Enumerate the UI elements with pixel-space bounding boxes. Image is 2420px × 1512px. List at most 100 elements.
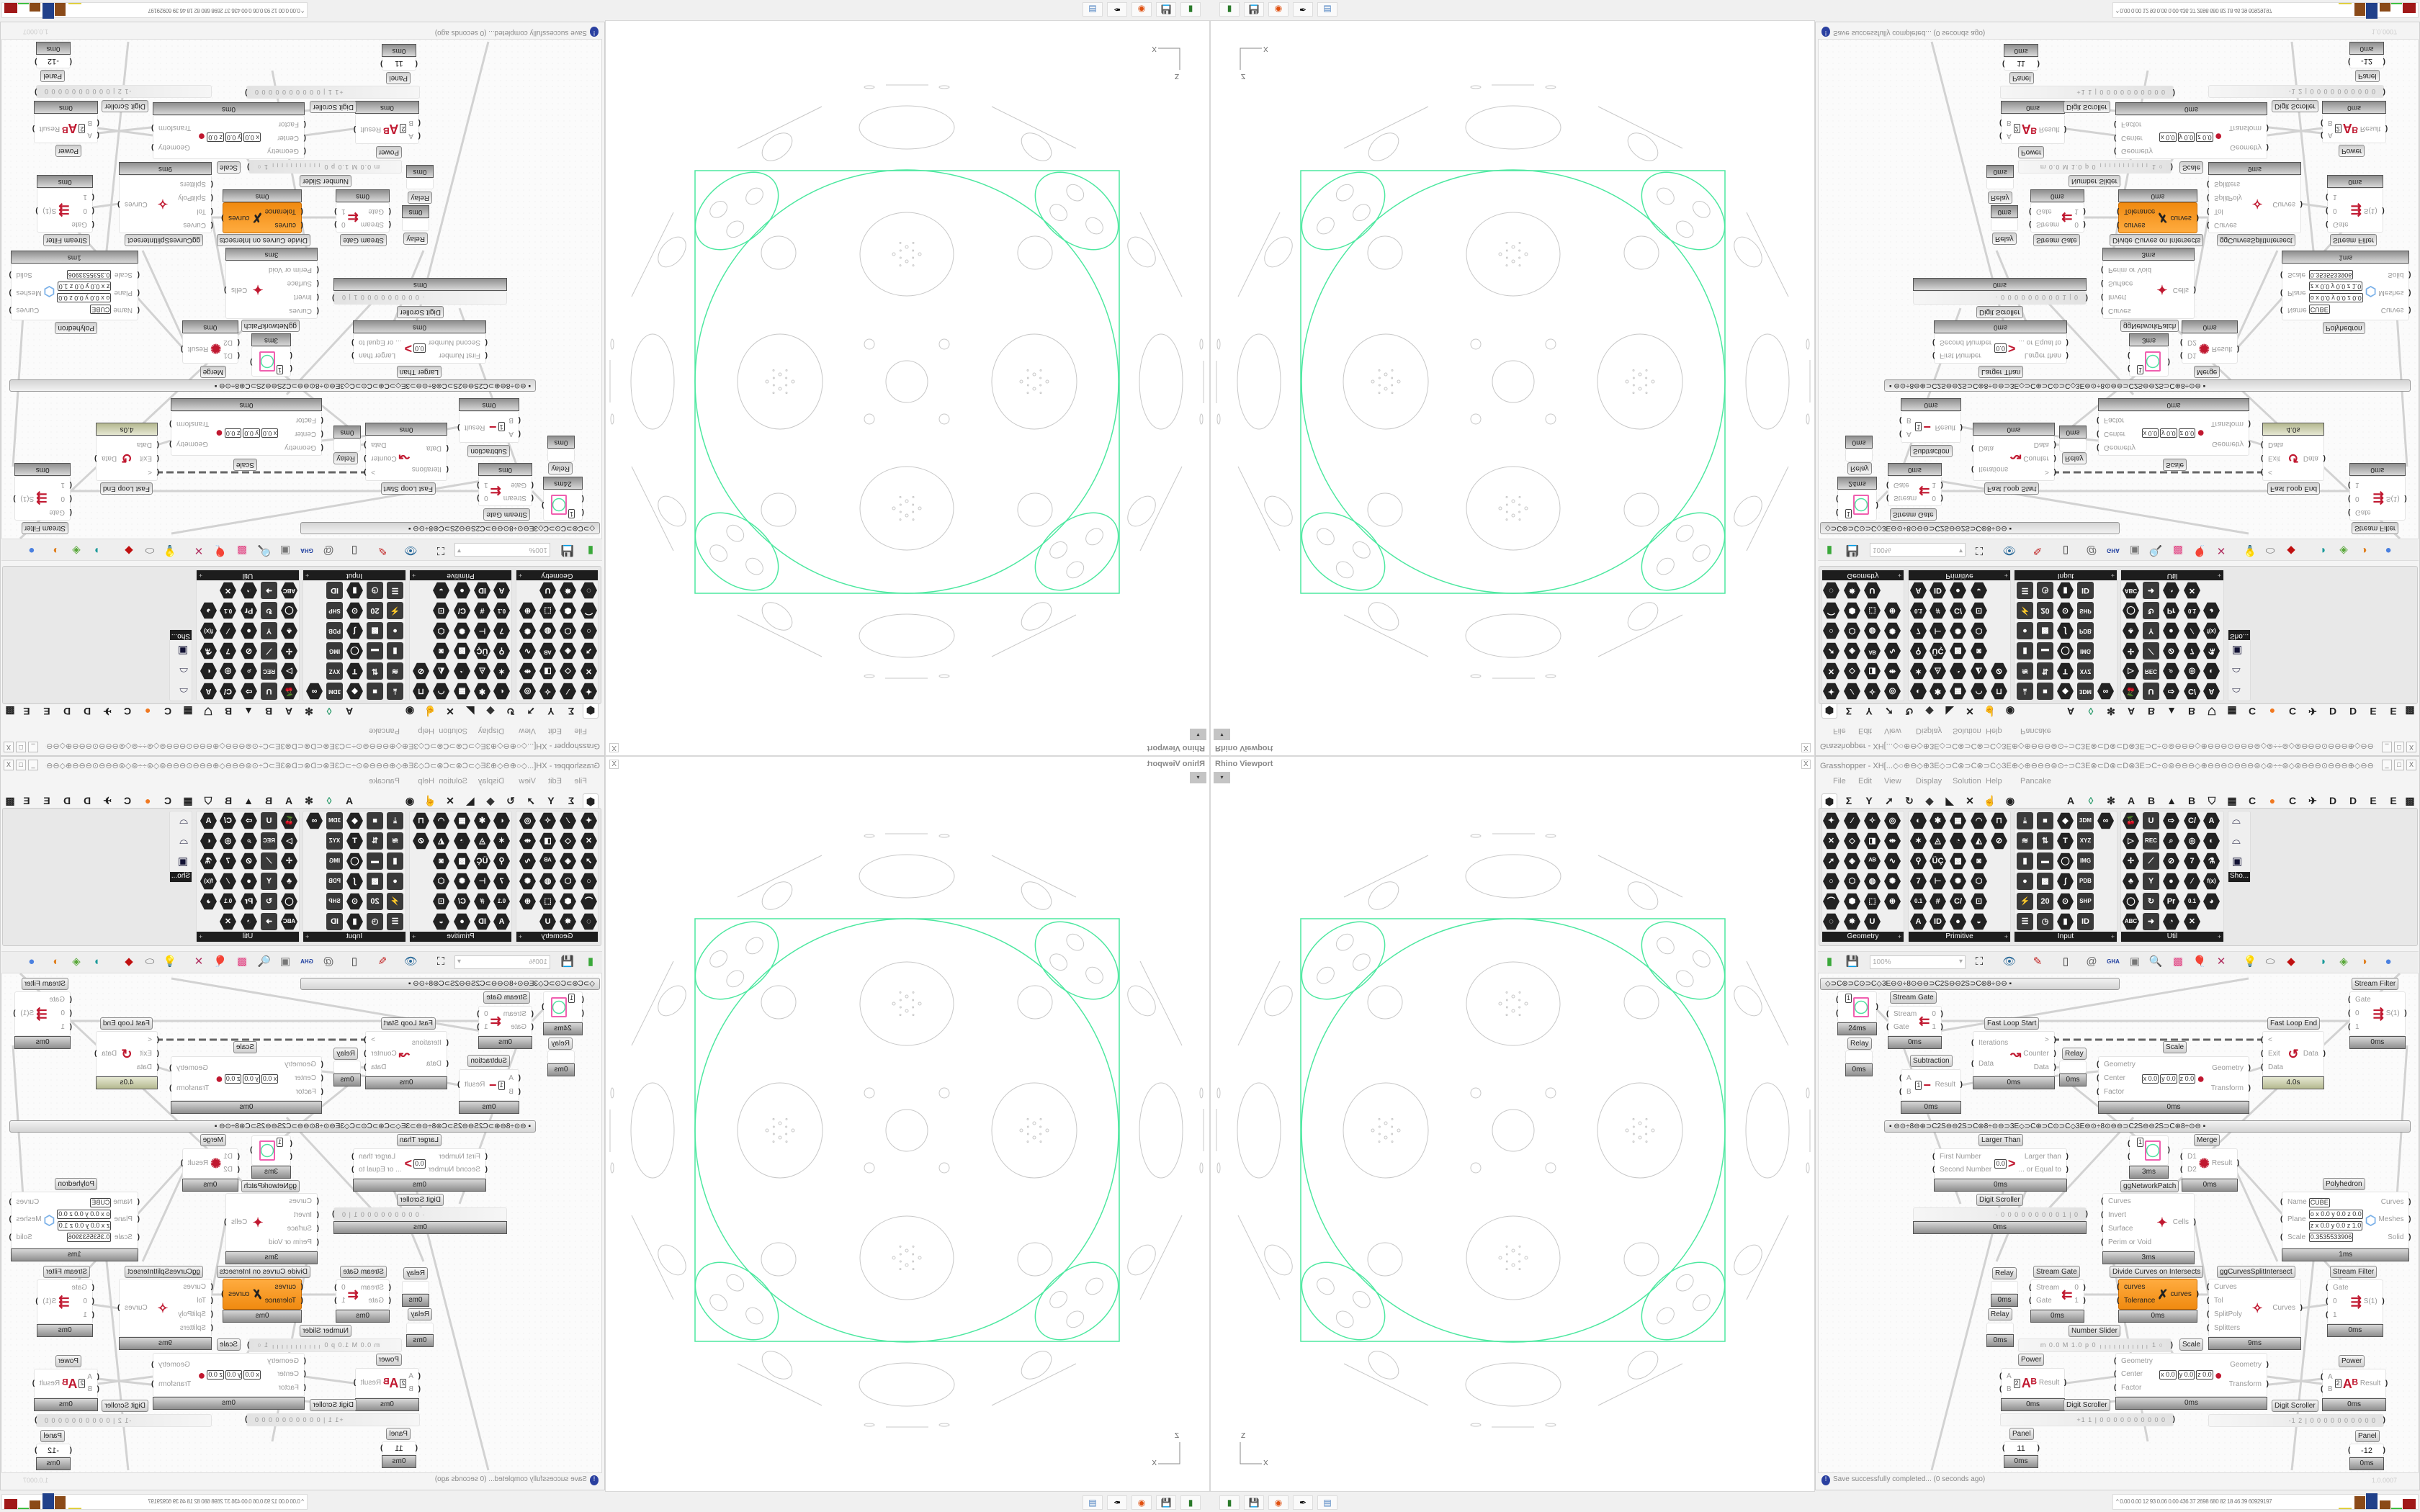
value-box[interactable]: CUBE <box>90 305 112 314</box>
rhino-viewport-panel[interactable]: Rhino Viewport X ▾ Z X <box>1210 756 1815 1492</box>
output-param[interactable]: 0 <box>1932 493 1936 502</box>
ggnetworkpatch-label[interactable]: ggNetworkPatch <box>241 1180 300 1192</box>
output-param[interactable]: Meshes <box>17 288 42 297</box>
sho-panel-label[interactable]: Sho... <box>170 872 192 882</box>
input-param[interactable]: Data <box>2261 1063 2283 1072</box>
util-component-icon[interactable]: ⊘ <box>2163 852 2179 870</box>
component-tab-icon[interactable]: ⛉ <box>2208 706 2216 717</box>
viewport-geometry[interactable] <box>604 757 1209 1493</box>
util-component-icon[interactable]: ⟋ <box>261 642 277 660</box>
component-tab-icon[interactable]: ✕ <box>1966 706 1974 717</box>
stream-filter-label[interactable]: Stream Filter <box>42 1266 90 1278</box>
component-tab-icon[interactable]: ▦ <box>2227 706 2237 717</box>
scroller-digits[interactable]: m 0.0 M 1.0 p 0 ╷╷╷╷╷╷╷╷╷╷╷ 1 ○ <box>2040 163 2164 171</box>
preview-component[interactable]: 1 <box>1836 991 1878 1022</box>
ggcurvessplitintersect-component[interactable]: CurvesTolSplitPolySplitters✧Curves <box>2207 1279 2303 1337</box>
util-component-icon[interactable]: ✢ <box>2123 852 2139 870</box>
geometry-component-icon[interactable]: ⌒ <box>1823 893 1839 910</box>
value-box[interactable]: 0.0 <box>1994 1158 2007 1169</box>
input-param[interactable]: curves <box>2124 220 2155 229</box>
green-shape-icon[interactable]: ◈ <box>72 955 81 968</box>
input-param[interactable]: Gate <box>2333 220 2349 228</box>
component-tab-icon[interactable]: ↻ <box>506 795 515 806</box>
number-slider-component[interactable]: m 0.0 M 1.0 p 0 ╷╷╷╷╷╷╷╷╷╷╷ 1 ○ <box>248 1338 402 1352</box>
number-slider-label[interactable]: Number Slider <box>300 1325 351 1337</box>
output-param[interactable]: Curves <box>2381 305 2404 314</box>
output-param[interactable]: Curves <box>17 305 40 314</box>
output-param[interactable]: Data <box>102 454 117 463</box>
component-tab-icon[interactable]: ◣ <box>466 795 475 806</box>
value-box[interactable]: x 0.0 <box>2159 132 2177 142</box>
scale-component[interactable]: GeometryCenterFactorx 0.0y 0.0z 0.0●Geom… <box>171 1056 322 1101</box>
component-tab-icon[interactable]: E <box>2390 795 2397 806</box>
value-box[interactable]: z 0.0 <box>2196 132 2213 142</box>
component-tab-icon[interactable]: ⛉ <box>2208 795 2216 806</box>
component-tab-icon[interactable]: D <box>2329 795 2337 806</box>
group-bar[interactable]: ▪ ⊖⊙÷8⊖⊛⊃C2S⊖⊖2S⊃C⊛8÷⊙⊖⊃3E◇⊃C⊛⊃C⊙⊃C◇3E⊖⊙… <box>1884 379 2411 392</box>
component-tab-icon[interactable]: E <box>2370 706 2377 717</box>
input-component-icon[interactable]: ▬ <box>2037 852 2053 870</box>
util-component-icon[interactable]: Y <box>261 873 277 890</box>
component-tab-icon[interactable]: D <box>2349 706 2357 717</box>
panel-label[interactable]: Geometry + <box>516 570 598 580</box>
value-box[interactable]: 2 <box>79 124 86 133</box>
output-param[interactable]: Result <box>465 1081 485 1089</box>
input-param[interactable]: Gate <box>503 480 526 489</box>
input-param[interactable]: A <box>508 1074 514 1083</box>
input-param[interactable]: Tolerance <box>265 207 296 215</box>
blue-sphere-icon[interactable]: ● <box>2385 955 2392 968</box>
input-param[interactable]: Plane <box>2280 1215 2307 1224</box>
input-param[interactable]: 0 <box>71 1297 87 1306</box>
component-tab-icon[interactable]: Σ <box>568 706 575 717</box>
input-component-icon[interactable]: ▮ <box>2017 642 2033 660</box>
value-box[interactable]: x 0.0 <box>261 428 279 438</box>
value-box[interactable]: 1 <box>568 509 575 518</box>
panel-label[interactable]: Util + <box>2121 570 2223 580</box>
input-param[interactable]: Curves <box>269 1197 312 1206</box>
util-component-icon[interactable]: 🍒 <box>2123 812 2139 829</box>
expand-panel-icon[interactable]: + <box>412 933 416 940</box>
relay-label[interactable]: Relay <box>403 1267 428 1279</box>
component-tab-icon[interactable]: ✻ <box>305 795 313 806</box>
util-component-icon[interactable]: ● <box>2163 873 2179 890</box>
input-component-icon[interactable]: PDB <box>2077 622 2094 639</box>
input-param[interactable]: Splitters <box>2207 1324 2242 1333</box>
group-bar[interactable]: ◇⊃C⊛⊃C⊙⊃C◇3E⊖⊙÷8⊙⊖⊖⊃C2S⊖⊖2S⊃C⊛8÷⊙⊖ ▪ <box>1820 978 2120 990</box>
menu-display[interactable]: Display <box>1916 726 1942 735</box>
input-param[interactable]: Stream <box>503 1010 526 1019</box>
inkscape-icon[interactable]: ✒ <box>1107 1495 1127 1510</box>
input-param[interactable]: Curves <box>2207 1283 2242 1292</box>
number-slider-component[interactable]: m 0.0 M 1.0 p 0 ╷╷╷╷╷╷╷╷╷╷╷ 1 ○ <box>2018 160 2172 174</box>
digit-scroller-component[interactable]: -1 2 | 0 0 0 0 0 0 0 0 0 0 <box>36 1414 212 1427</box>
stats-expand-icon[interactable]: ^ <box>301 1498 304 1505</box>
minimize-button[interactable]: _ <box>2382 760 2392 770</box>
input-param[interactable]: Scale <box>113 270 133 279</box>
output-param[interactable]: Transform <box>176 1084 209 1093</box>
stream-gate-label[interactable]: Stream Gate <box>483 991 530 1004</box>
polyhedron-component[interactable]: NamePlaneScaleCUBEo x 0.0 y 0.0 z 0.0z x… <box>2282 264 2410 320</box>
capsule-icon[interactable]: ⬭ <box>2265 955 2275 968</box>
output-param[interactable]: 1 <box>1932 480 1936 489</box>
merge-label[interactable]: Merge <box>200 1134 226 1146</box>
primitive-component-icon[interactable]: ⊢ <box>1930 873 1946 890</box>
subtraction-label[interactable]: Subtraction <box>1910 445 1953 457</box>
power-component[interactable]: AB2AᴮResult <box>354 114 419 144</box>
input-param[interactable]: Factor <box>2114 1384 2153 1392</box>
output-param[interactable]: S(1) <box>42 1297 56 1306</box>
scale-component[interactable]: GeometryCenterFactorx 0.0y 0.0z 0.0●Geom… <box>153 1353 305 1397</box>
input-component-icon[interactable]: ID <box>2077 913 2094 930</box>
primitive-component-icon[interactable]: ✱ <box>1930 812 1946 829</box>
component-tab-icon[interactable]: ⬢ <box>583 704 599 719</box>
power-component[interactable]: AB2AᴮResult <box>2321 1369 2388 1398</box>
util-component-icon[interactable]: U <box>2143 683 2159 700</box>
relay-label[interactable]: Relay <box>1847 1038 1872 1050</box>
input-param[interactable]: SplitPoly <box>2214 193 2242 202</box>
divide-curves-on-intersects-component[interactable]: curvesTolerance✗curves <box>223 202 302 233</box>
fast-loop-end-component[interactable]: <ExitData↺Data <box>96 1031 158 1076</box>
relay-component[interactable] <box>406 178 434 189</box>
output-param[interactable]: Solid <box>17 1233 32 1242</box>
search-icon[interactable]: 🔍 <box>2148 544 2163 557</box>
ggcurvessplitintersect-label[interactable]: ggCurvesSplitIntersect <box>2217 234 2295 246</box>
scroller-digits[interactable]: -1 2 | 0 0 0 0 0 0 0 0 0 0 <box>2288 1417 2376 1424</box>
